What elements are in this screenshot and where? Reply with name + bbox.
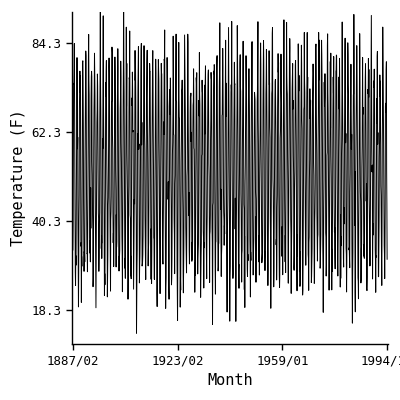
X-axis label: Month: Month (207, 373, 253, 388)
Y-axis label: Temperature (F): Temperature (F) (11, 110, 26, 246)
